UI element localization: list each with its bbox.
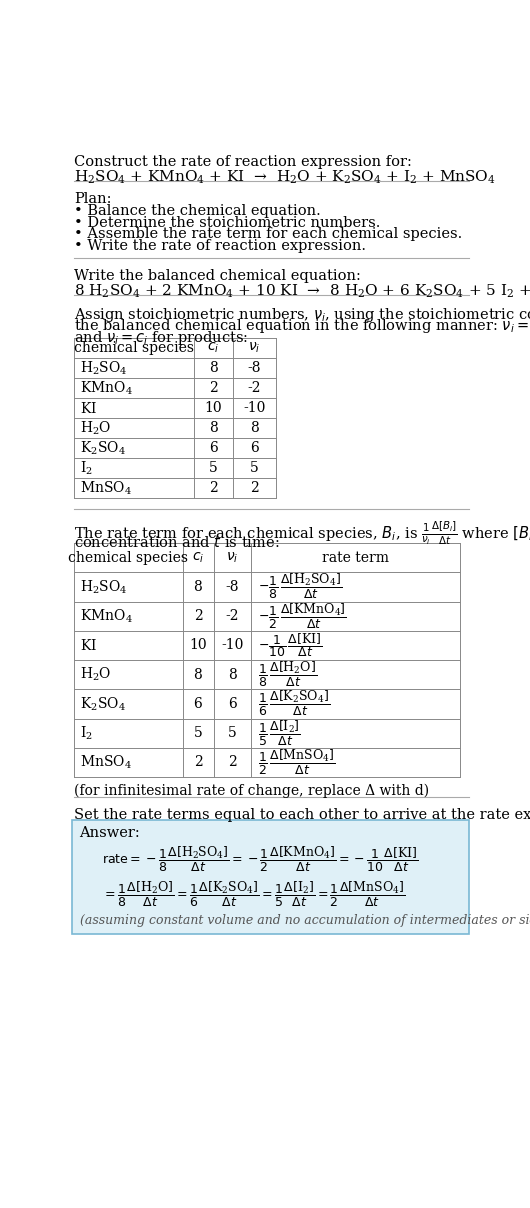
Text: $\mathregular{H_2SO_4}$ + $\mathregular{KMnO_4}$ + KI  →  $\mathregular{H_2O}$ +: $\mathregular{H_2SO_4}$ + $\mathregular{… [74, 169, 496, 186]
Text: 6: 6 [250, 441, 259, 455]
Text: 2: 2 [209, 481, 218, 495]
Text: $= \dfrac{1}{8}\dfrac{\Delta[\mathregular{H_2O}]}{\Delta t} = \dfrac{1}{6}\dfrac: $= \dfrac{1}{8}\dfrac{\Delta[\mathregula… [102, 881, 405, 910]
Text: 5: 5 [228, 726, 236, 741]
Text: The rate term for each chemical species, $B_i$, is $\frac{1}{\nu_i}\frac{\Delta[: The rate term for each chemical species,… [74, 519, 530, 547]
Text: 2: 2 [193, 609, 202, 623]
Text: 2: 2 [228, 755, 236, 769]
Text: Write the balanced chemical equation:: Write the balanced chemical equation: [74, 269, 361, 283]
Text: 6: 6 [228, 697, 236, 712]
Text: 10: 10 [189, 639, 207, 652]
Text: $\mathregular{KMnO_4}$: $\mathregular{KMnO_4}$ [80, 608, 133, 625]
Text: 8: 8 [209, 361, 218, 376]
Text: 8: 8 [193, 580, 202, 594]
Text: $\mathregular{I_2}$: $\mathregular{I_2}$ [80, 460, 93, 477]
Text: $\dfrac{1}{2}\,\dfrac{\Delta[\mathregular{MnSO_4}]}{\Delta t}$: $\dfrac{1}{2}\,\dfrac{\Delta[\mathregula… [259, 748, 336, 777]
Text: chemical species: chemical species [74, 341, 194, 355]
Text: chemical species: chemical species [68, 551, 188, 564]
Text: Plan:: Plan: [74, 192, 111, 205]
Text: -2: -2 [225, 609, 239, 623]
Text: -10: -10 [243, 401, 266, 416]
Text: • Balance the chemical equation.: • Balance the chemical equation. [74, 204, 321, 219]
Text: 8: 8 [193, 668, 202, 681]
Text: 10: 10 [205, 401, 222, 416]
Text: $c_i$: $c_i$ [192, 551, 204, 565]
Text: $\mathregular{KMnO_4}$: $\mathregular{KMnO_4}$ [80, 379, 133, 397]
Text: $\mathregular{MnSO_4}$: $\mathregular{MnSO_4}$ [80, 480, 132, 496]
Text: $-\dfrac{1}{2}\,\dfrac{\Delta[\mathregular{KMnO_4}]}{\Delta t}$: $-\dfrac{1}{2}\,\dfrac{\Delta[\mathregul… [259, 602, 347, 631]
Text: $\mathrm{rate} = -\dfrac{1}{8}\dfrac{\Delta[\mathregular{H_2SO_4}]}{\Delta t} = : $\mathrm{rate} = -\dfrac{1}{8}\dfrac{\De… [102, 844, 419, 873]
Text: Construct the rate of reaction expression for:: Construct the rate of reaction expressio… [74, 155, 412, 169]
Text: • Determine the stoichiometric numbers.: • Determine the stoichiometric numbers. [74, 216, 381, 230]
Text: and $\nu_i = c_i$ for products:: and $\nu_i = c_i$ for products: [74, 329, 248, 347]
Text: -8: -8 [248, 361, 261, 376]
Text: $\mathregular{H_2SO_4}$: $\mathregular{H_2SO_4}$ [80, 579, 128, 596]
Text: $\mathregular{KI}$: $\mathregular{KI}$ [80, 638, 97, 654]
Text: $\dfrac{1}{6}\,\dfrac{\Delta[\mathregular{K_2SO_4}]}{\Delta t}$: $\dfrac{1}{6}\,\dfrac{\Delta[\mathregula… [259, 690, 331, 719]
Text: $-\dfrac{1}{10}\,\dfrac{\Delta[\mathregular{KI}]}{\Delta t}$: $-\dfrac{1}{10}\,\dfrac{\Delta[\mathregu… [259, 632, 323, 660]
Text: $\dfrac{1}{8}\,\dfrac{\Delta[\mathregular{H_2O}]}{\Delta t}$: $\dfrac{1}{8}\,\dfrac{\Delta[\mathregula… [259, 661, 317, 690]
Text: $\mathregular{MnSO_4}$: $\mathregular{MnSO_4}$ [80, 754, 132, 771]
Text: $\mathregular{H_2O}$: $\mathregular{H_2O}$ [80, 666, 111, 684]
Text: 8: 8 [250, 422, 259, 435]
Text: 2: 2 [209, 382, 218, 395]
Text: Assign stoichiometric numbers, $\nu_i$, using the stoichiometric coefficients, $: Assign stoichiometric numbers, $\nu_i$, … [74, 306, 530, 324]
Text: 5: 5 [193, 726, 202, 741]
Text: • Assemble the rate term for each chemical species.: • Assemble the rate term for each chemic… [74, 227, 462, 242]
Text: • Write the rate of reaction expression.: • Write the rate of reaction expression. [74, 239, 366, 252]
Text: 6: 6 [193, 697, 202, 712]
Text: 6: 6 [209, 441, 218, 455]
Text: 8 $\mathregular{H_2SO_4}$ + 2 $\mathregular{KMnO_4}$ + 10 KI  →  8 $\mathregular: 8 $\mathregular{H_2SO_4}$ + 2 $\mathregu… [74, 283, 530, 301]
Text: Set the rate terms equal to each other to arrive at the rate expression:: Set the rate terms equal to each other t… [74, 808, 530, 821]
Text: $\dfrac{1}{5}\,\dfrac{\Delta[\mathregular{I_2}]}{\Delta t}$: $\dfrac{1}{5}\,\dfrac{\Delta[\mathregula… [259, 719, 301, 748]
Text: $\mathregular{H_2O}$: $\mathregular{H_2O}$ [80, 419, 111, 437]
Text: $\mathregular{K_2SO_4}$: $\mathregular{K_2SO_4}$ [80, 696, 126, 713]
Text: 5: 5 [209, 461, 218, 476]
Text: (for infinitesimal rate of change, replace Δ with d): (for infinitesimal rate of change, repla… [74, 783, 429, 797]
Text: 2: 2 [250, 481, 259, 495]
Text: $\mathregular{H_2SO_4}$: $\mathregular{H_2SO_4}$ [80, 360, 128, 377]
Text: (assuming constant volume and no accumulation of intermediates or side products): (assuming constant volume and no accumul… [80, 913, 530, 927]
Text: 5: 5 [250, 461, 259, 476]
Text: $\mathregular{KI}$: $\mathregular{KI}$ [80, 401, 97, 416]
Text: $c_i$: $c_i$ [207, 341, 219, 355]
Text: -8: -8 [225, 580, 239, 594]
Text: $-\dfrac{1}{8}\,\dfrac{\Delta[\mathregular{H_2SO_4}]}{\Delta t}$: $-\dfrac{1}{8}\,\dfrac{\Delta[\mathregul… [259, 573, 342, 602]
Text: -2: -2 [248, 382, 261, 395]
Text: $\mathregular{K_2SO_4}$: $\mathregular{K_2SO_4}$ [80, 440, 126, 457]
Text: rate term: rate term [322, 551, 389, 564]
Text: 2: 2 [193, 755, 202, 769]
Text: $\nu_i$: $\nu_i$ [248, 341, 260, 355]
Text: concentration and $t$ is time:: concentration and $t$ is time: [74, 534, 279, 550]
Text: $\nu_i$: $\nu_i$ [226, 551, 238, 565]
Text: 8: 8 [209, 422, 218, 435]
FancyBboxPatch shape [73, 820, 469, 934]
Text: the balanced chemical equation in the following manner: $\nu_i = -c_i$ for react: the balanced chemical equation in the fo… [74, 318, 530, 336]
Text: $\mathregular{I_2}$: $\mathregular{I_2}$ [80, 725, 93, 742]
Text: 8: 8 [228, 668, 236, 681]
Text: -10: -10 [221, 639, 243, 652]
Text: Answer:: Answer: [78, 826, 139, 841]
